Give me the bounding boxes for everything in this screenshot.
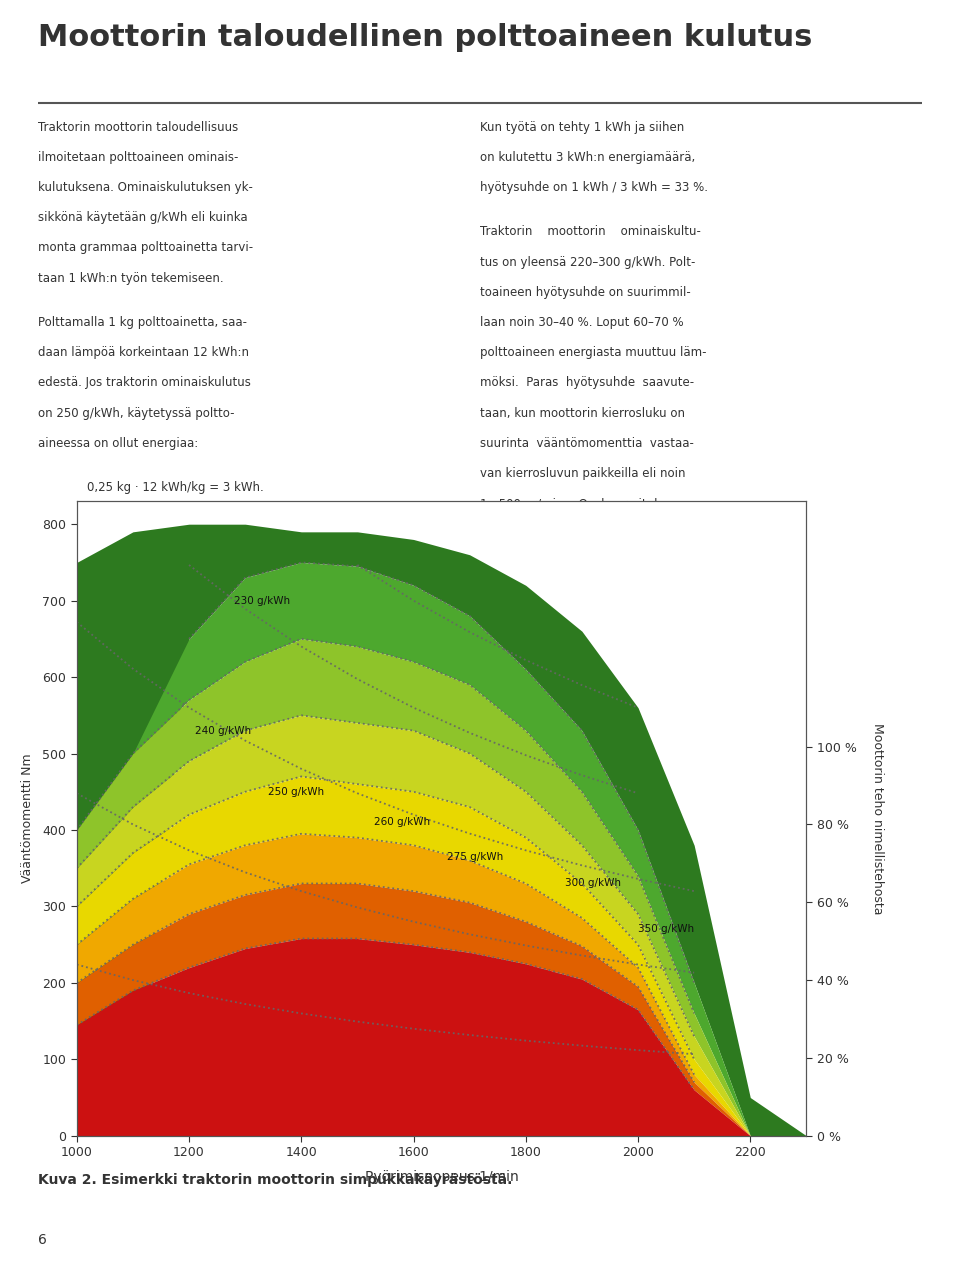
Text: van kierrosluvun paikkeilla eli noin: van kierrosluvun paikkeilla eli noin xyxy=(480,467,685,480)
Text: 240 g/kWh: 240 g/kWh xyxy=(195,726,251,736)
Text: möksi.  Paras  hyötysuhde  saavute-: möksi. Paras hyötysuhde saavute- xyxy=(480,377,694,390)
Y-axis label: Moottorin teho nimellistehosta: Moottorin teho nimellistehosta xyxy=(871,723,883,914)
Text: Kun työtä on tehty 1 kWh ja siihen: Kun työtä on tehty 1 kWh ja siihen xyxy=(480,121,684,133)
Text: ilmoitetaan polttoaineen ominais-: ilmoitetaan polttoaineen ominais- xyxy=(38,151,239,164)
Text: sikkönä käytetään g/kWh eli kuinka: sikkönä käytetään g/kWh eli kuinka xyxy=(38,211,248,225)
Text: taan 1 kWh:n työn tekemiseen.: taan 1 kWh:n työn tekemiseen. xyxy=(38,272,224,284)
Text: daan lämpöä korkeintaan 12 kWh:n: daan lämpöä korkeintaan 12 kWh:n xyxy=(38,346,250,359)
Text: 6: 6 xyxy=(38,1233,47,1247)
Text: 260 g/kWh: 260 g/kWh xyxy=(374,817,430,827)
Text: 0,25 kg · 12 kWh/kg = 3 kWh.: 0,25 kg · 12 kWh/kg = 3 kWh. xyxy=(86,481,264,494)
Text: taan, kun moottorin kierrosluku on: taan, kun moottorin kierrosluku on xyxy=(480,406,685,420)
Text: tus on yleensä 220–300 g/kWh. Polt-: tus on yleensä 220–300 g/kWh. Polt- xyxy=(480,255,695,269)
Text: on 250 g/kWh, käytetyssä poltto-: on 250 g/kWh, käytetyssä poltto- xyxy=(38,406,235,420)
Text: Traktorin moottorin taloudellisuus: Traktorin moottorin taloudellisuus xyxy=(38,121,239,133)
Text: 300 g/kWh: 300 g/kWh xyxy=(565,878,621,888)
Text: Polttamalla 1 kg polttoainetta, saa-: Polttamalla 1 kg polttoainetta, saa- xyxy=(38,316,248,329)
Text: kulutuksena. Ominaiskulutuksen yk-: kulutuksena. Ominaiskulutuksen yk- xyxy=(38,181,253,194)
Text: 350 g/kWh: 350 g/kWh xyxy=(638,924,694,934)
Text: 275 g/kWh: 275 g/kWh xyxy=(447,851,503,862)
Text: laan noin 30–40 %. Loput 60–70 %: laan noin 30–40 %. Loput 60–70 % xyxy=(480,316,684,329)
Text: hyötysuhde on 1 kWh / 3 kWh = 33 %.: hyötysuhde on 1 kWh / 3 kWh = 33 %. xyxy=(480,181,708,194)
Text: toaineen hyötysuhde on suurimmil-: toaineen hyötysuhde on suurimmil- xyxy=(480,286,691,298)
Text: 1   500   r/min.   Osakuormituksessa: 1 500 r/min. Osakuormituksessa xyxy=(480,497,694,510)
Text: Kuva 2. Esimerkki traktorin moottorin simpukkakäyrästöstä.: Kuva 2. Esimerkki traktorin moottorin si… xyxy=(38,1173,513,1188)
X-axis label: Pyörimisnopeus 1/min: Pyörimisnopeus 1/min xyxy=(365,1170,518,1184)
Text: Traktorin    moottorin    ominaiskultu-: Traktorin moottorin ominaiskultu- xyxy=(480,226,701,239)
Text: 230 g/kWh: 230 g/kWh xyxy=(234,595,290,605)
Text: aineessa on ollut energiaa:: aineessa on ollut energiaa: xyxy=(38,437,199,449)
Text: 250 g/kWh: 250 g/kWh xyxy=(268,787,324,797)
Text: Moottorin taloudellinen polttoaineen kulutus: Moottorin taloudellinen polttoaineen kul… xyxy=(38,23,813,52)
Y-axis label: Vääntömomentti Nm: Vääntömomentti Nm xyxy=(21,754,34,883)
Text: monta grammaa polttoainetta tarvi-: monta grammaa polttoainetta tarvi- xyxy=(38,241,253,254)
Text: suurinta  vääntömomenttia  vastaa-: suurinta vääntömomenttia vastaa- xyxy=(480,437,694,449)
Text: edestä. Jos traktorin ominaiskulutus: edestä. Jos traktorin ominaiskulutus xyxy=(38,377,252,390)
Text: on kulutettu 3 kWh:n energiamäärä,: on kulutettu 3 kWh:n energiamäärä, xyxy=(480,151,695,164)
Text: polttoaineen energiasta muuttuu läm-: polttoaineen energiasta muuttuu läm- xyxy=(480,346,707,359)
